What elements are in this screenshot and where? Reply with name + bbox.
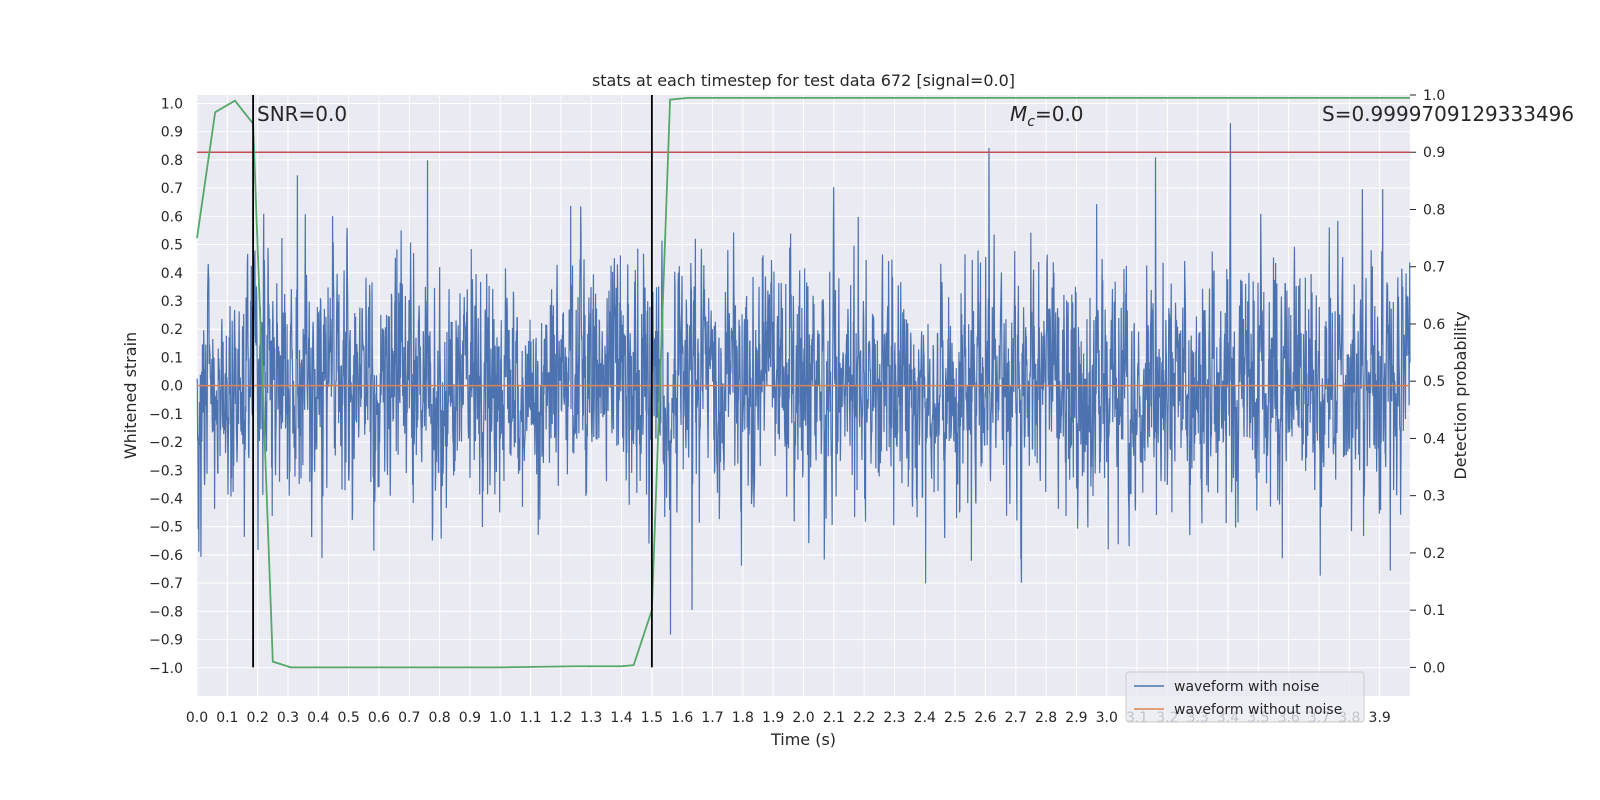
y-tick-label: −0.2 — [149, 435, 183, 451]
x-tick-label: 1.7 — [701, 710, 723, 726]
y2-tick-label: 0.7 — [1423, 260, 1445, 276]
y-tick-label: −0.3 — [149, 463, 183, 479]
detection-probability-line — [196, 96, 1410, 669]
y-tick-label: 0.8 — [161, 153, 183, 169]
chart-title: stats at each timestep for test data 672… — [592, 71, 1015, 90]
x-tick-label: 0.8 — [428, 710, 450, 726]
y2-tick-label: 0.0 — [1423, 660, 1445, 676]
x-tick-label: 1.5 — [641, 710, 663, 726]
x-tick-label: 3.0 — [1096, 710, 1118, 726]
x-tick-label: 0.1 — [216, 710, 238, 726]
x-tick-label: 2.8 — [1035, 710, 1057, 726]
x-tick-label: 1.8 — [732, 710, 754, 726]
y-tick-label: −0.1 — [149, 407, 183, 423]
y2-tick-label: 0.8 — [1423, 202, 1445, 218]
x-tick-label: 2.7 — [1005, 710, 1027, 726]
x-tick-label: 3.9 — [1369, 710, 1391, 726]
x-tick-label: 2.3 — [883, 710, 905, 726]
x-tick-label: 2.0 — [792, 710, 814, 726]
y2-tick-label: 0.4 — [1423, 431, 1445, 447]
y-tick-label: −0.9 — [149, 633, 183, 649]
y2-tick-label: 0.1 — [1423, 603, 1445, 619]
y-tick-label: 0.9 — [161, 125, 183, 141]
chirp-mass-annotation: Mc=0.0 — [1010, 102, 1084, 130]
x-tick-label: 2.5 — [944, 710, 966, 726]
x-tick-label: 0.2 — [247, 710, 269, 726]
lines-layer — [196, 95, 1410, 669]
y2-tick-label: 0.5 — [1423, 374, 1445, 390]
y-tick-label: −0.8 — [149, 604, 183, 620]
x-tick-label: 1.6 — [671, 710, 693, 726]
x-tick-label: 1.1 — [519, 710, 541, 726]
y2-tick-label: 0.3 — [1423, 489, 1445, 505]
x-tick-label: 0.3 — [277, 710, 299, 726]
y2-tick-label: 1.0 — [1423, 88, 1445, 104]
y-tick-label: 0.5 — [161, 238, 183, 254]
y-tick-label: 0.7 — [161, 181, 183, 197]
y-tick-label: 1.0 — [161, 96, 183, 112]
x-tick-label: 2.9 — [1065, 710, 1087, 726]
y-tick-label: 0.6 — [161, 209, 183, 225]
waveform-with-noise-line — [196, 123, 1411, 635]
s-annotation: S=0.9999709129333496 — [1322, 102, 1574, 126]
legend: waveform with noise waveform without noi… — [1125, 671, 1365, 723]
y-tick-label: −1.0 — [149, 661, 183, 677]
x-tick-label: 0.5 — [337, 710, 359, 726]
x-tick-label: 0.7 — [398, 710, 420, 726]
x-tick-label: 2.2 — [853, 710, 875, 726]
x-tick-label: 1.9 — [762, 710, 784, 726]
y2-axis-label: Detection probability — [1451, 311, 1470, 479]
mc-symbol: M — [1010, 102, 1027, 126]
y-tick-label: −0.7 — [149, 576, 183, 592]
x-tick-label: 0.0 — [186, 710, 208, 726]
snr-annotation: SNR=0.0 — [257, 102, 347, 126]
mc-subscript: c — [1027, 114, 1035, 130]
x-tick-label: 1.2 — [550, 710, 572, 726]
y-tick-label: −0.4 — [149, 491, 183, 507]
x-tick-label: 2.1 — [823, 710, 845, 726]
y2-tick-label: 0.2 — [1423, 546, 1445, 562]
legend-box — [1125, 671, 1365, 723]
y-axis-label: Whitened strain — [121, 332, 140, 459]
y-tick-label: −0.5 — [149, 520, 183, 536]
y-tick-label: −0.6 — [149, 548, 183, 564]
y-tick-label: 0.2 — [161, 322, 183, 338]
y2-tick-label: 0.9 — [1423, 145, 1445, 161]
x-tick-label: 2.6 — [974, 710, 996, 726]
x-tick-label: 0.9 — [459, 710, 481, 726]
y-tick-label: 0.0 — [161, 379, 183, 395]
legend-label-clean: waveform without noise — [1174, 702, 1342, 718]
x-tick-label: 1.4 — [610, 710, 632, 726]
x-tick-label: 1.3 — [580, 710, 602, 726]
x-tick-label: 0.6 — [368, 710, 390, 726]
y-tick-label: 0.3 — [161, 294, 183, 310]
x-axis-label: Time (s) — [770, 730, 836, 749]
x-tick-label: 2.4 — [914, 710, 936, 726]
y-tick-label: 0.1 — [161, 350, 183, 366]
y2-tick-label: 0.6 — [1423, 317, 1445, 333]
x-tick-label: 1.0 — [489, 710, 511, 726]
y-tick-label: 0.4 — [161, 266, 183, 282]
legend-label-noise: waveform with noise — [1174, 679, 1319, 695]
x-tick-label: 0.4 — [307, 710, 329, 726]
mc-value: =0.0 — [1035, 102, 1084, 126]
waveform-with-noise-series — [196, 123, 1411, 635]
